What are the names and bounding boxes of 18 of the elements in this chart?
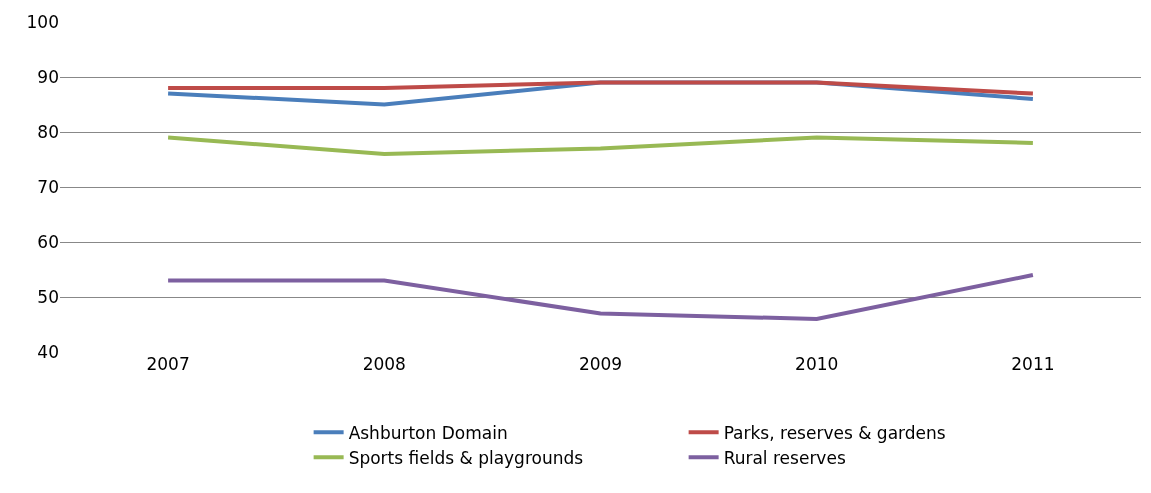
legend-label: Sports fields & playgrounds [348,447,584,468]
x-tick-label: 2008 [362,354,406,374]
legend-label: Rural reserves [723,447,846,468]
y-tick-label: 60 [37,231,59,252]
x-tick-label: 2007 [146,354,190,374]
x-tick-label: 2011 [1011,354,1055,374]
x-tick-label: 2010 [795,354,839,374]
y-tick-label: 100 [26,11,59,32]
line-series [166,135,1035,156]
y-tick-label: 70 [37,176,59,197]
y-tick-label: 80 [37,121,59,142]
legend-label: Parks, reserves & gardens [723,422,946,443]
line-series [166,273,1035,321]
y-tick-label: 90 [37,66,59,87]
legend-label: Ashburton Domain [348,422,508,443]
y-tick-label: 40 [37,341,59,362]
x-tick-label: 2009 [578,354,623,374]
y-tick-label: 50 [37,286,59,307]
